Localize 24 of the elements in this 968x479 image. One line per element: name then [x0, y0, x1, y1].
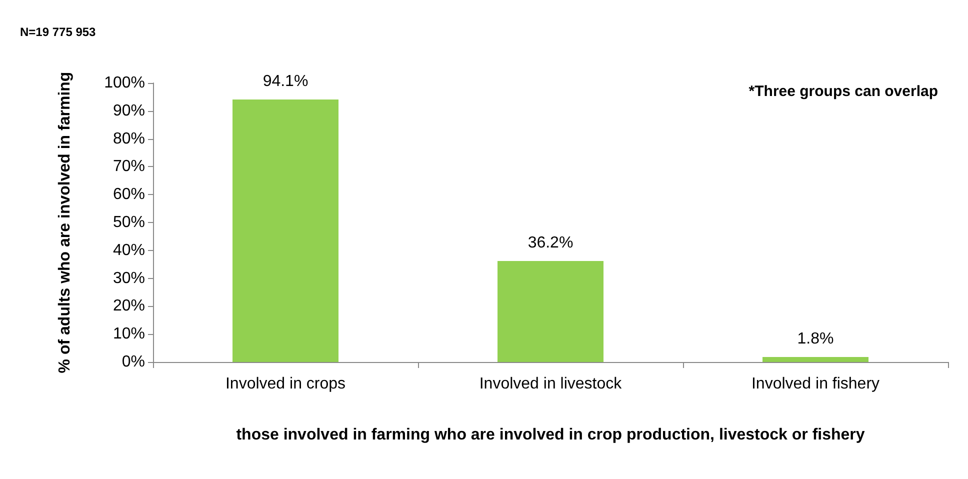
- y-tick-label: 90%: [112, 102, 145, 120]
- y-tick-label: 20%: [112, 298, 145, 315]
- data-label: 94.1%: [262, 72, 308, 90]
- y-tick-label: 100%: [104, 74, 145, 92]
- y-tick-label: 40%: [112, 242, 145, 259]
- y-tick-label: 50%: [112, 214, 145, 231]
- y-tick-label: 0%: [122, 354, 145, 370]
- text: N=19 775 953: [20, 25, 96, 39]
- y-tick-label: 30%: [112, 270, 145, 287]
- data-label: 36.2%: [528, 234, 574, 252]
- bar: [762, 356, 868, 362]
- x-tick-label: Involved in livestock: [479, 376, 623, 392]
- annotation: *Three groups can overlap: [748, 83, 938, 100]
- y-axis-title: % of adults who are involved in farming: [56, 72, 74, 374]
- bar: [232, 99, 338, 362]
- data-label: 1.8%: [797, 330, 834, 348]
- x-tick-label: Involved in fishery: [751, 376, 880, 392]
- y-tick-label: 60%: [112, 186, 145, 204]
- y-tick-label: 80%: [112, 130, 145, 148]
- y-tick-label: 10%: [112, 326, 145, 343]
- x-axis-title: those involved in farming who are involved in crop production, livestock or fishery: [236, 426, 865, 444]
- bar: [498, 261, 604, 362]
- x-tick-label: Involved in crops: [225, 376, 346, 392]
- y-tick-label: 70%: [112, 158, 145, 176]
